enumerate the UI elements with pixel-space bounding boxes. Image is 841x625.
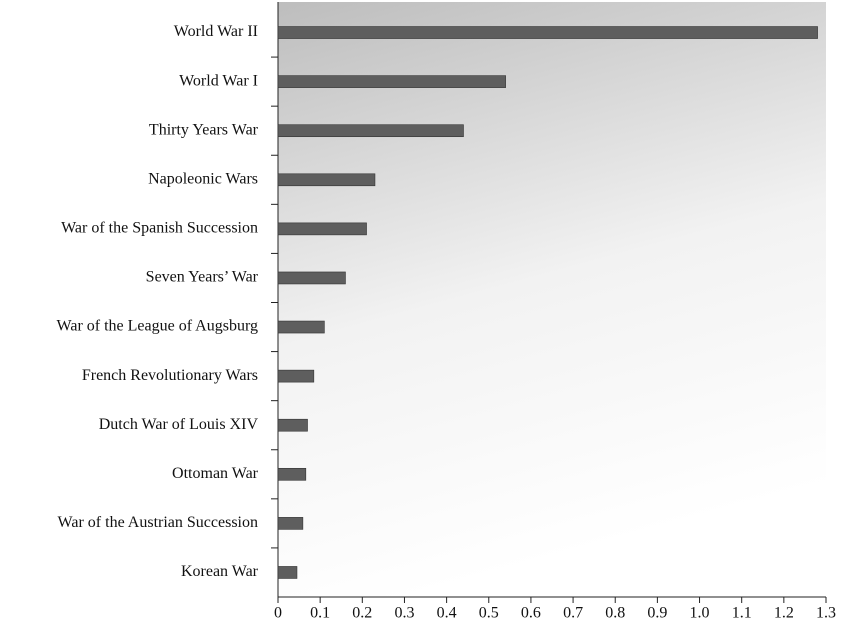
x-tick-label: 0.3 [394,605,414,622]
x-tick-label: 0 [274,605,282,622]
bar [277,75,506,88]
x-tick-label: 0.4 [437,605,457,622]
y-tick-label: Dutch War of Louis XIV [99,416,259,433]
x-tick-label: 1.3 [816,605,836,622]
bar [277,124,464,138]
bar [277,566,298,579]
bar [277,26,818,39]
y-tick-label: War of the Spanish Succession [61,220,258,237]
x-tick-label: 0.7 [563,605,583,622]
y-tick-label: World War II [174,23,258,40]
x-tick-label: 1.0 [690,605,710,622]
y-tick-label: War of the Austrian Succession [58,514,258,531]
plot-background [278,2,826,597]
y-tick-label: Seven Years’ War [146,269,259,286]
x-tick-label: 0.5 [479,605,499,622]
bar [277,369,315,383]
x-tick-label: 1.2 [774,605,794,622]
bar [277,418,308,432]
y-tick-label: Thirty Years War [149,121,259,138]
bar [277,222,367,236]
y-tick-label: French Revolutionary Wars [82,367,258,384]
x-tick-label: 0.9 [647,605,667,622]
x-tick-label: 0.6 [521,605,541,622]
y-tick-label: War of the League of Augsburg [57,318,258,335]
y-tick-label: Napoleonic Wars [148,170,258,187]
x-tick-label: 0.1 [310,605,330,622]
y-tick-label: Korean War [181,563,259,580]
x-tick-label: 0.2 [352,605,372,622]
bar [277,467,307,481]
x-tick-label: 0.8 [605,605,625,622]
bar [277,320,325,334]
x-tick-label: 1.1 [732,605,752,622]
y-tick-label: Ottoman War [172,465,259,482]
bar [277,173,376,187]
bar [277,271,346,285]
bar [277,517,304,530]
y-tick-label: World War I [179,72,258,89]
